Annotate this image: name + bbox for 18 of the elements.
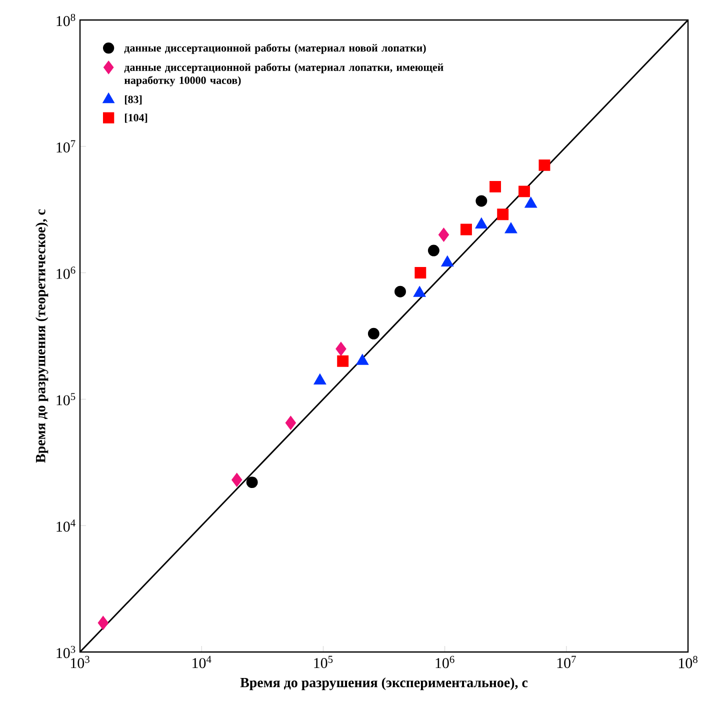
x-axis-title: Время до разрушения (экспериментальное), с bbox=[240, 677, 528, 690]
y-tick-label: 10$^{8}$ bbox=[56, 14, 76, 26]
x-tick-label: 10$^{8}$ bbox=[678, 656, 698, 668]
legend-label: данные диссертационной работы (материал лопатки, имеющей наработку 10000 часов) bbox=[124, 63, 444, 86]
x-tick-label: 10$^{7}$ bbox=[557, 656, 576, 668]
y-axis-title: Время до разрушения (теоретическое), с bbox=[35, 209, 48, 463]
x-tick-label: 10$^{4}$ bbox=[192, 656, 212, 668]
legend-label: [83] bbox=[124, 95, 142, 104]
x-tick-label: 10$^{6}$ bbox=[436, 656, 454, 668]
y-tick-label: 10$^{7}$ bbox=[56, 140, 76, 152]
y-tick-label: 10$^{3}$ bbox=[56, 646, 76, 658]
y-tick-label: 10$^{5}$ bbox=[56, 393, 76, 406]
legend-label: [104] bbox=[124, 114, 148, 123]
legend-label: данные диссертационной работы (материал новой лопатки) bbox=[124, 44, 426, 54]
x-tick-label: 10$^{5}$ bbox=[314, 656, 333, 668]
y-tick-label: 10$^{4}$ bbox=[56, 519, 76, 532]
x-tick-label: 10$^{3}$ bbox=[70, 656, 90, 668]
y-tick-label: 10$^{6}$ bbox=[56, 266, 76, 279]
